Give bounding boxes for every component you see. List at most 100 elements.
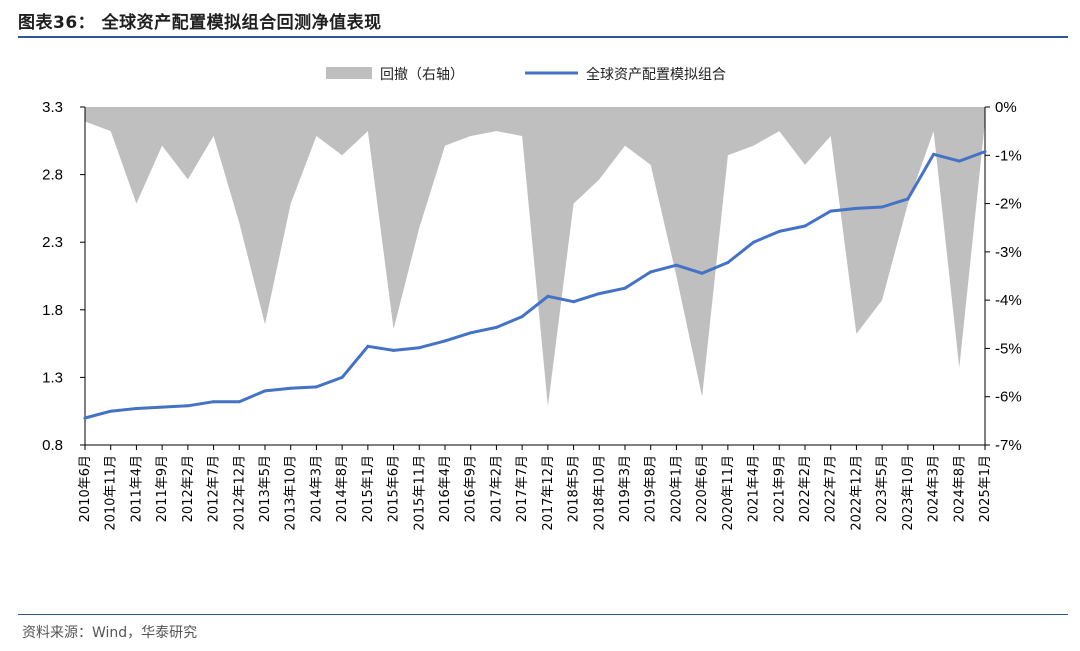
portfolio-line-group bbox=[83, 150, 987, 420]
portfolio-point bbox=[520, 315, 524, 319]
legend-label-portfolio: 全球资产配置模拟组合 bbox=[586, 66, 726, 83]
portfolio-point bbox=[289, 386, 293, 390]
x-tick-label: 2015年11月 bbox=[412, 455, 427, 531]
right-y-tick-label: -1% bbox=[995, 147, 1022, 164]
portfolio-point bbox=[392, 348, 396, 352]
left-axis-ticks: 0.8 1.3 1.8 2.3 2.8 3.3 bbox=[42, 99, 85, 454]
x-tick-label: 2013年10月 bbox=[284, 455, 299, 531]
left-y-tick-label: 0.8 bbox=[42, 437, 63, 454]
x-tick-label: 2018年5月 bbox=[567, 455, 582, 522]
axes bbox=[84, 107, 986, 450]
x-tick-label: 2017年7月 bbox=[515, 455, 530, 522]
x-tick-label: 2020年11月 bbox=[721, 455, 736, 531]
portfolio-point bbox=[134, 407, 138, 410]
portfolio-point bbox=[597, 292, 601, 296]
x-tick-label: 2019年8月 bbox=[644, 455, 659, 522]
chart-title: 图表36： 全球资产配置模拟组合回测净值表现 bbox=[18, 13, 382, 33]
portfolio-point bbox=[109, 409, 113, 413]
portfolio-point bbox=[752, 240, 756, 244]
portfolio-point bbox=[469, 331, 473, 335]
drawdown-area bbox=[84, 107, 986, 407]
right-y-tick-label: -5% bbox=[995, 340, 1022, 357]
legend-label-drawdown: 回撤（右轴） bbox=[380, 67, 464, 83]
right-y-tick-label: -4% bbox=[995, 292, 1022, 309]
x-tick-label: 2012年12月 bbox=[232, 455, 247, 531]
right-y-tick-label: -6% bbox=[995, 389, 1022, 406]
x-tick-label: 2011年9月 bbox=[155, 455, 170, 522]
x-tick-label: 2023年5月 bbox=[875, 455, 890, 522]
x-tick-label: 2018年10月 bbox=[592, 455, 607, 531]
portfolio-point bbox=[957, 159, 961, 163]
source-note: 资料来源：Wind，华泰研究 bbox=[22, 625, 198, 641]
portfolio-point bbox=[494, 325, 498, 329]
chart-svg: 回撤（右轴） 全球资产配置模拟组合 0.8 1.3 1.8 2.3 2.8 3.3 -7%… bbox=[42, 66, 1022, 531]
x-tick-label: 2021年4月 bbox=[747, 455, 762, 522]
x-tick-label: 2025年1月 bbox=[978, 455, 993, 522]
portfolio-point bbox=[880, 205, 884, 209]
x-tick-label: 2019年3月 bbox=[618, 455, 633, 522]
x-tick-label: 2017年12月 bbox=[541, 455, 556, 531]
left-y-tick-label: 3.3 bbox=[42, 99, 63, 116]
left-y-tick-label: 1.3 bbox=[42, 369, 63, 386]
portfolio-point bbox=[443, 339, 447, 343]
left-y-tick-label: 2.8 bbox=[42, 167, 63, 184]
x-tick-label: 2013年5月 bbox=[258, 455, 273, 522]
portfolio-point bbox=[803, 224, 807, 228]
x-tick-label: 2010年6月 bbox=[78, 455, 93, 522]
x-tick-label: 2014年3月 bbox=[309, 455, 324, 522]
portfolio-point bbox=[906, 197, 910, 201]
x-tick-label: 2024年8月 bbox=[952, 455, 967, 522]
x-tick-label: 2024年3月 bbox=[927, 455, 942, 522]
left-y-tick-label: 2.3 bbox=[42, 234, 63, 251]
portfolio-point bbox=[674, 263, 678, 267]
portfolio-point bbox=[854, 206, 858, 210]
portfolio-point bbox=[237, 400, 241, 404]
footer-divider bbox=[18, 614, 1068, 615]
x-tick-label: 2023年10月 bbox=[901, 455, 916, 531]
portfolio-point bbox=[777, 229, 781, 233]
right-axis-ticks: -7% -6% -5% -4% -3% -2% -1% 0% bbox=[985, 99, 1022, 454]
portfolio-point bbox=[546, 294, 550, 298]
portfolio-point bbox=[700, 271, 704, 275]
legend-swatch-drawdown bbox=[326, 67, 372, 79]
x-tick-label: 2020年1月 bbox=[669, 455, 684, 522]
x-tick-label: 2015年1月 bbox=[361, 455, 376, 522]
portfolio-point bbox=[932, 152, 936, 156]
portfolio-point bbox=[572, 300, 576, 304]
portfolio-point bbox=[417, 346, 421, 350]
portfolio-point bbox=[160, 405, 164, 409]
portfolio-point bbox=[186, 404, 190, 408]
x-tick-label: 2017年2月 bbox=[489, 455, 504, 522]
portfolio-point bbox=[314, 385, 318, 389]
portfolio-point bbox=[726, 261, 730, 264]
legend: 回撤（右轴） 全球资产配置模拟组合 bbox=[326, 66, 726, 83]
portfolio-point bbox=[649, 270, 653, 274]
portfolio-point bbox=[983, 150, 987, 154]
portfolio-point bbox=[263, 389, 267, 393]
x-tick-label: 2022年2月 bbox=[798, 455, 813, 522]
x-tick-label: 2016年9月 bbox=[464, 455, 479, 522]
x-tick-label: 2012年2月 bbox=[181, 455, 196, 522]
right-y-tick-label: -3% bbox=[995, 244, 1022, 261]
right-y-tick-label: -2% bbox=[995, 196, 1022, 213]
x-tick-label: 2022年7月 bbox=[824, 455, 839, 522]
x-tick-label: 2010年11月 bbox=[104, 455, 119, 531]
x-tick-label: 2015年6月 bbox=[387, 455, 402, 522]
portfolio-point bbox=[83, 416, 87, 420]
portfolio-point bbox=[366, 344, 370, 348]
portfolio-line bbox=[84, 150, 986, 420]
x-tick-label: 2016年4月 bbox=[438, 455, 453, 522]
right-y-tick-label: 0% bbox=[995, 99, 1017, 116]
portfolio-point bbox=[212, 400, 216, 404]
x-tick-label: 2011年4月 bbox=[129, 455, 144, 522]
drawdown-area-path bbox=[85, 107, 985, 407]
left-y-tick-label: 1.8 bbox=[42, 302, 63, 319]
x-tick-label: 2021年9月 bbox=[772, 455, 787, 522]
x-tick-label: 2022年12月 bbox=[849, 455, 864, 531]
x-tick-label: 2012年7月 bbox=[207, 455, 222, 522]
x-tick-label: 2014年8月 bbox=[335, 455, 350, 522]
x-axis-ticks: 2010年6月 2010年11月 2011年4月 2011年9月 2012年2月 2012… bbox=[78, 455, 993, 531]
portfolio-point bbox=[829, 209, 833, 213]
portfolio-point bbox=[340, 375, 344, 379]
right-y-tick-label: -7% bbox=[995, 437, 1022, 454]
